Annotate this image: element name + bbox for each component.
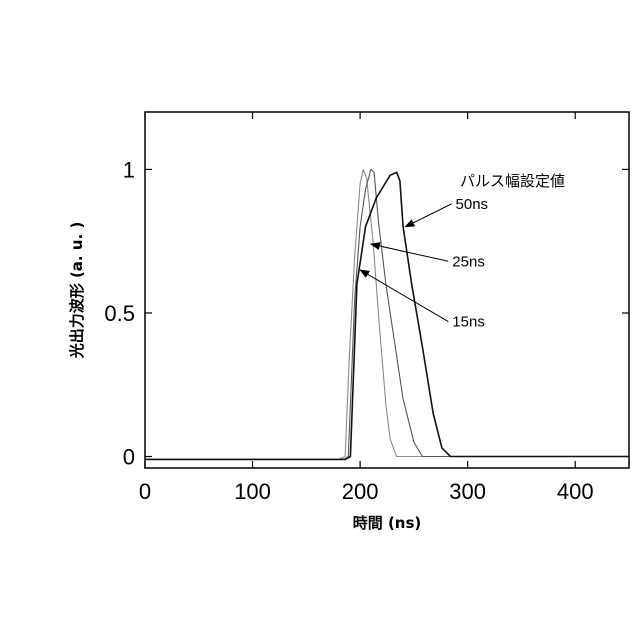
annotation-label: 25ns: [452, 253, 485, 270]
annotation-arrow: [360, 270, 448, 322]
annotation-arrow: [405, 204, 451, 227]
y-tick-label: 1: [123, 157, 135, 182]
y-tick-label: 0: [123, 445, 135, 470]
series-line-15ns: [145, 169, 629, 459]
legend-title: パルス幅設定値: [460, 172, 565, 190]
x-tick-label: 100: [234, 479, 271, 504]
x-tick-label: 300: [449, 479, 486, 504]
x-tick-label: 0: [139, 479, 151, 504]
annotations-group: 50ns 25ns 15ns: [360, 196, 488, 331]
y-axis-title: 光出力波形 (a. u. ): [68, 222, 86, 360]
x-tick-label: 200: [342, 479, 379, 504]
y-axis-ticks: 00.51: [104, 157, 629, 469]
x-tick-label: 400: [557, 479, 594, 504]
annotation-label: 15ns: [452, 314, 485, 331]
annotation-label: 50ns: [456, 196, 489, 213]
x-axis-ticks: 0 100 200 300 400: [139, 112, 594, 504]
y-tick-label: 0.5: [104, 301, 135, 326]
x-axis-title: 時間 (ns): [353, 514, 422, 532]
series-group: [145, 169, 629, 459]
